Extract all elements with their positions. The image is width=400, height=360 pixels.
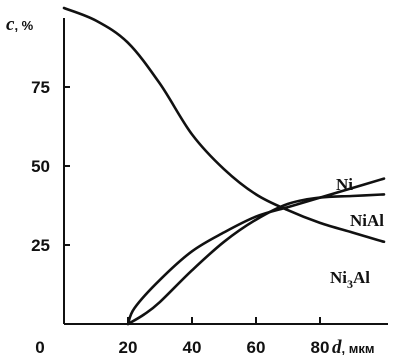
y-axis-unit: , %: [14, 18, 33, 33]
y-tick-label: 25: [31, 236, 50, 255]
series-label-ni3al: Ni3Al: [330, 268, 370, 291]
y-tick-label: 50: [31, 157, 50, 176]
y-tick-label: 75: [31, 78, 50, 97]
x-tick-label: 80: [311, 338, 330, 357]
axes: [63, 18, 388, 325]
x-tick-label: 0: [35, 338, 44, 357]
series-line-ni3al: [62, 6, 386, 244]
x-axis-title: d, мкм: [332, 337, 374, 358]
y-axis-title: c, %: [6, 14, 34, 35]
series-label-nial: NiAl: [350, 211, 384, 230]
series-label-ni: Ni: [336, 175, 353, 194]
x-tick-label: 60: [247, 338, 266, 357]
x-axis-variable: d: [332, 337, 342, 358]
x-tick-label: 20: [119, 338, 138, 357]
series-lines: [62, 6, 386, 326]
labels: c, % d, мкм Ni3Al NiAl Ni: [6, 14, 384, 358]
series-line-ni: [126, 177, 386, 326]
y-axis-variable: c: [6, 14, 15, 35]
series-line-nial: [126, 193, 386, 326]
x-tick-label: 40: [183, 338, 202, 357]
x-axis-unit: , мкм: [342, 341, 375, 356]
ticks: 0 20 40 60 80 25 50 75: [31, 78, 329, 357]
